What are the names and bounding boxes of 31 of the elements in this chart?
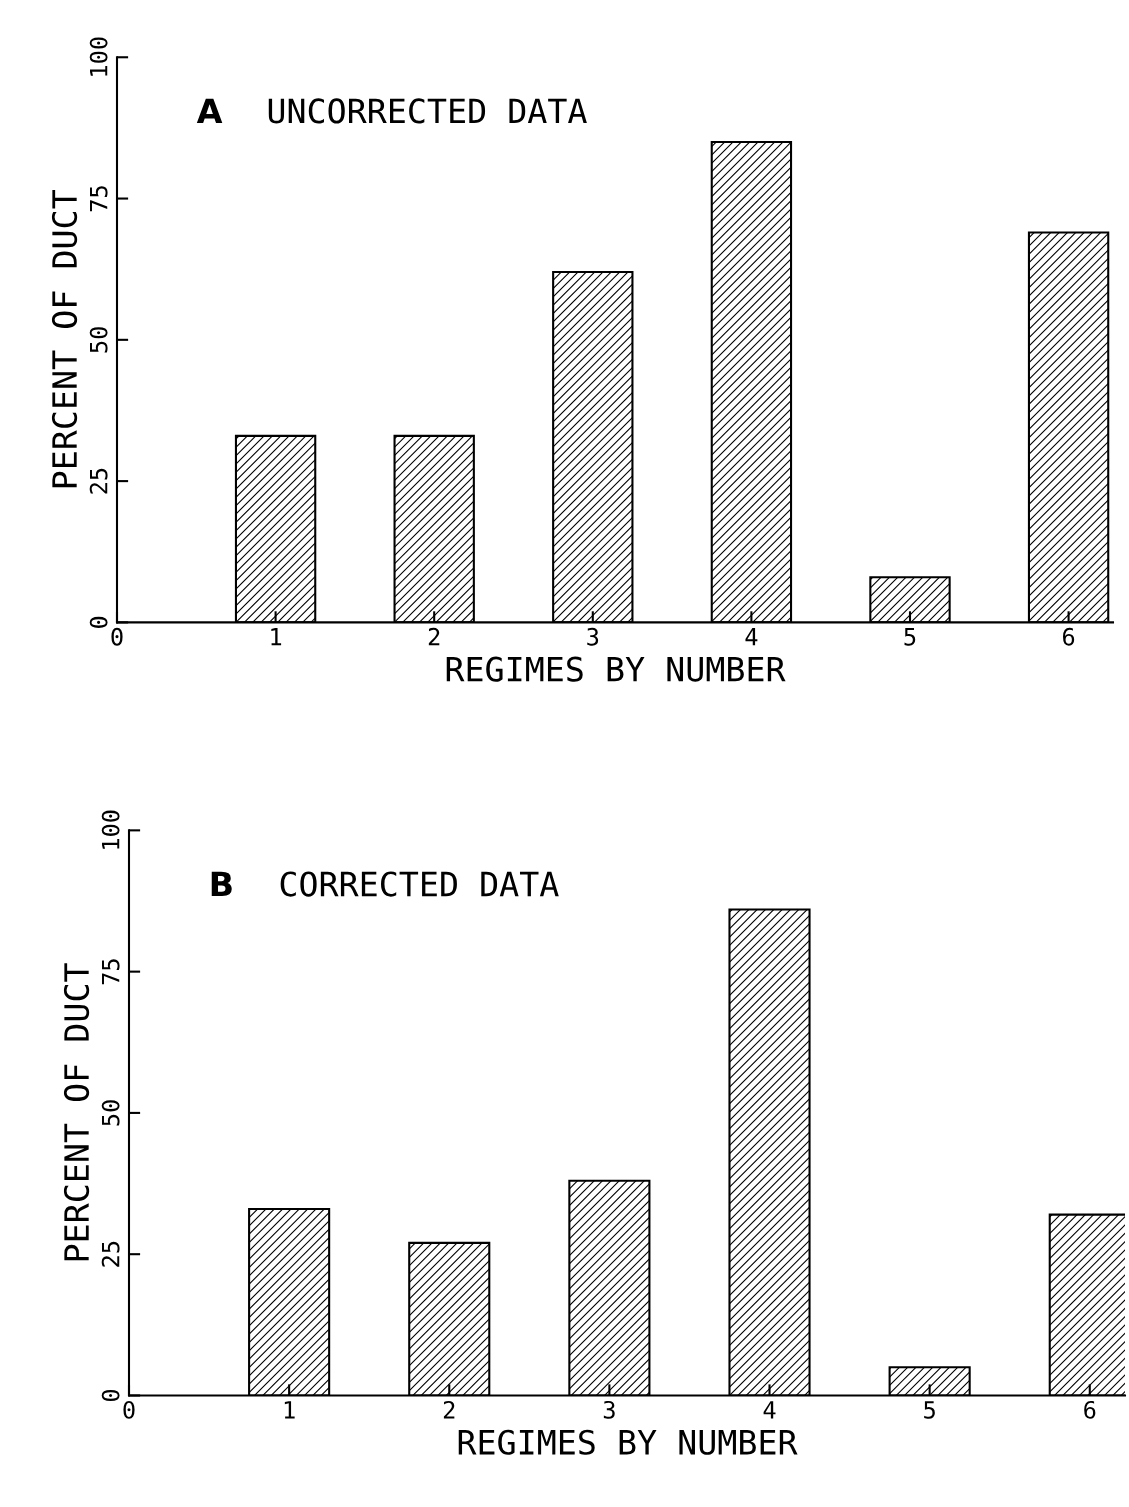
x-tick-label: 3 [587, 627, 599, 646]
x-tick-label: 4 [745, 628, 758, 646]
y-tick-label: 0 [89, 616, 108, 628]
x-tick-label: 3 [603, 1400, 615, 1419]
y-tick-label: 50 [101, 1100, 120, 1126]
x-tick-label: 1 [271, 628, 282, 646]
y-tick-label: 75 [102, 959, 120, 985]
y-tick-label: 25 [89, 468, 108, 494]
y-axis-title: PERCENT OF DUCT [63, 963, 90, 1261]
y-tick-label: 75 [90, 186, 108, 212]
x-tick-label: 2 [443, 1400, 455, 1419]
x-tick-label: 6 [1084, 1400, 1096, 1419]
text: UNCORRECTED DATA [268, 98, 587, 124]
x-tick-label: 0 [123, 1400, 135, 1419]
text: A [196, 98, 223, 123]
text: B [211, 871, 232, 897]
x-axis-title: REGIMES BY NUMBER [458, 1429, 798, 1455]
x-tick-label: 5 [904, 628, 916, 646]
y-tick-label: 25 [101, 1241, 120, 1267]
x-tick-label: 2 [428, 627, 440, 646]
y-tick-label: 100 [101, 810, 120, 849]
x-tick-label: 4 [763, 1401, 776, 1419]
x-axis-title: REGIMES BY NUMBER [446, 656, 786, 682]
x-tick-label: 1 [284, 1401, 295, 1419]
y-tick-label: 100 [89, 37, 108, 76]
y-tick-label: 50 [89, 327, 108, 353]
y-tick-label: 0 [101, 1389, 120, 1402]
x-tick-label: 5 [924, 1401, 935, 1419]
text: CORRECTED DATA [280, 871, 559, 897]
x-tick-label: 6 [1063, 627, 1075, 646]
y-axis-title: PERCENT OF DUCT [51, 190, 78, 488]
